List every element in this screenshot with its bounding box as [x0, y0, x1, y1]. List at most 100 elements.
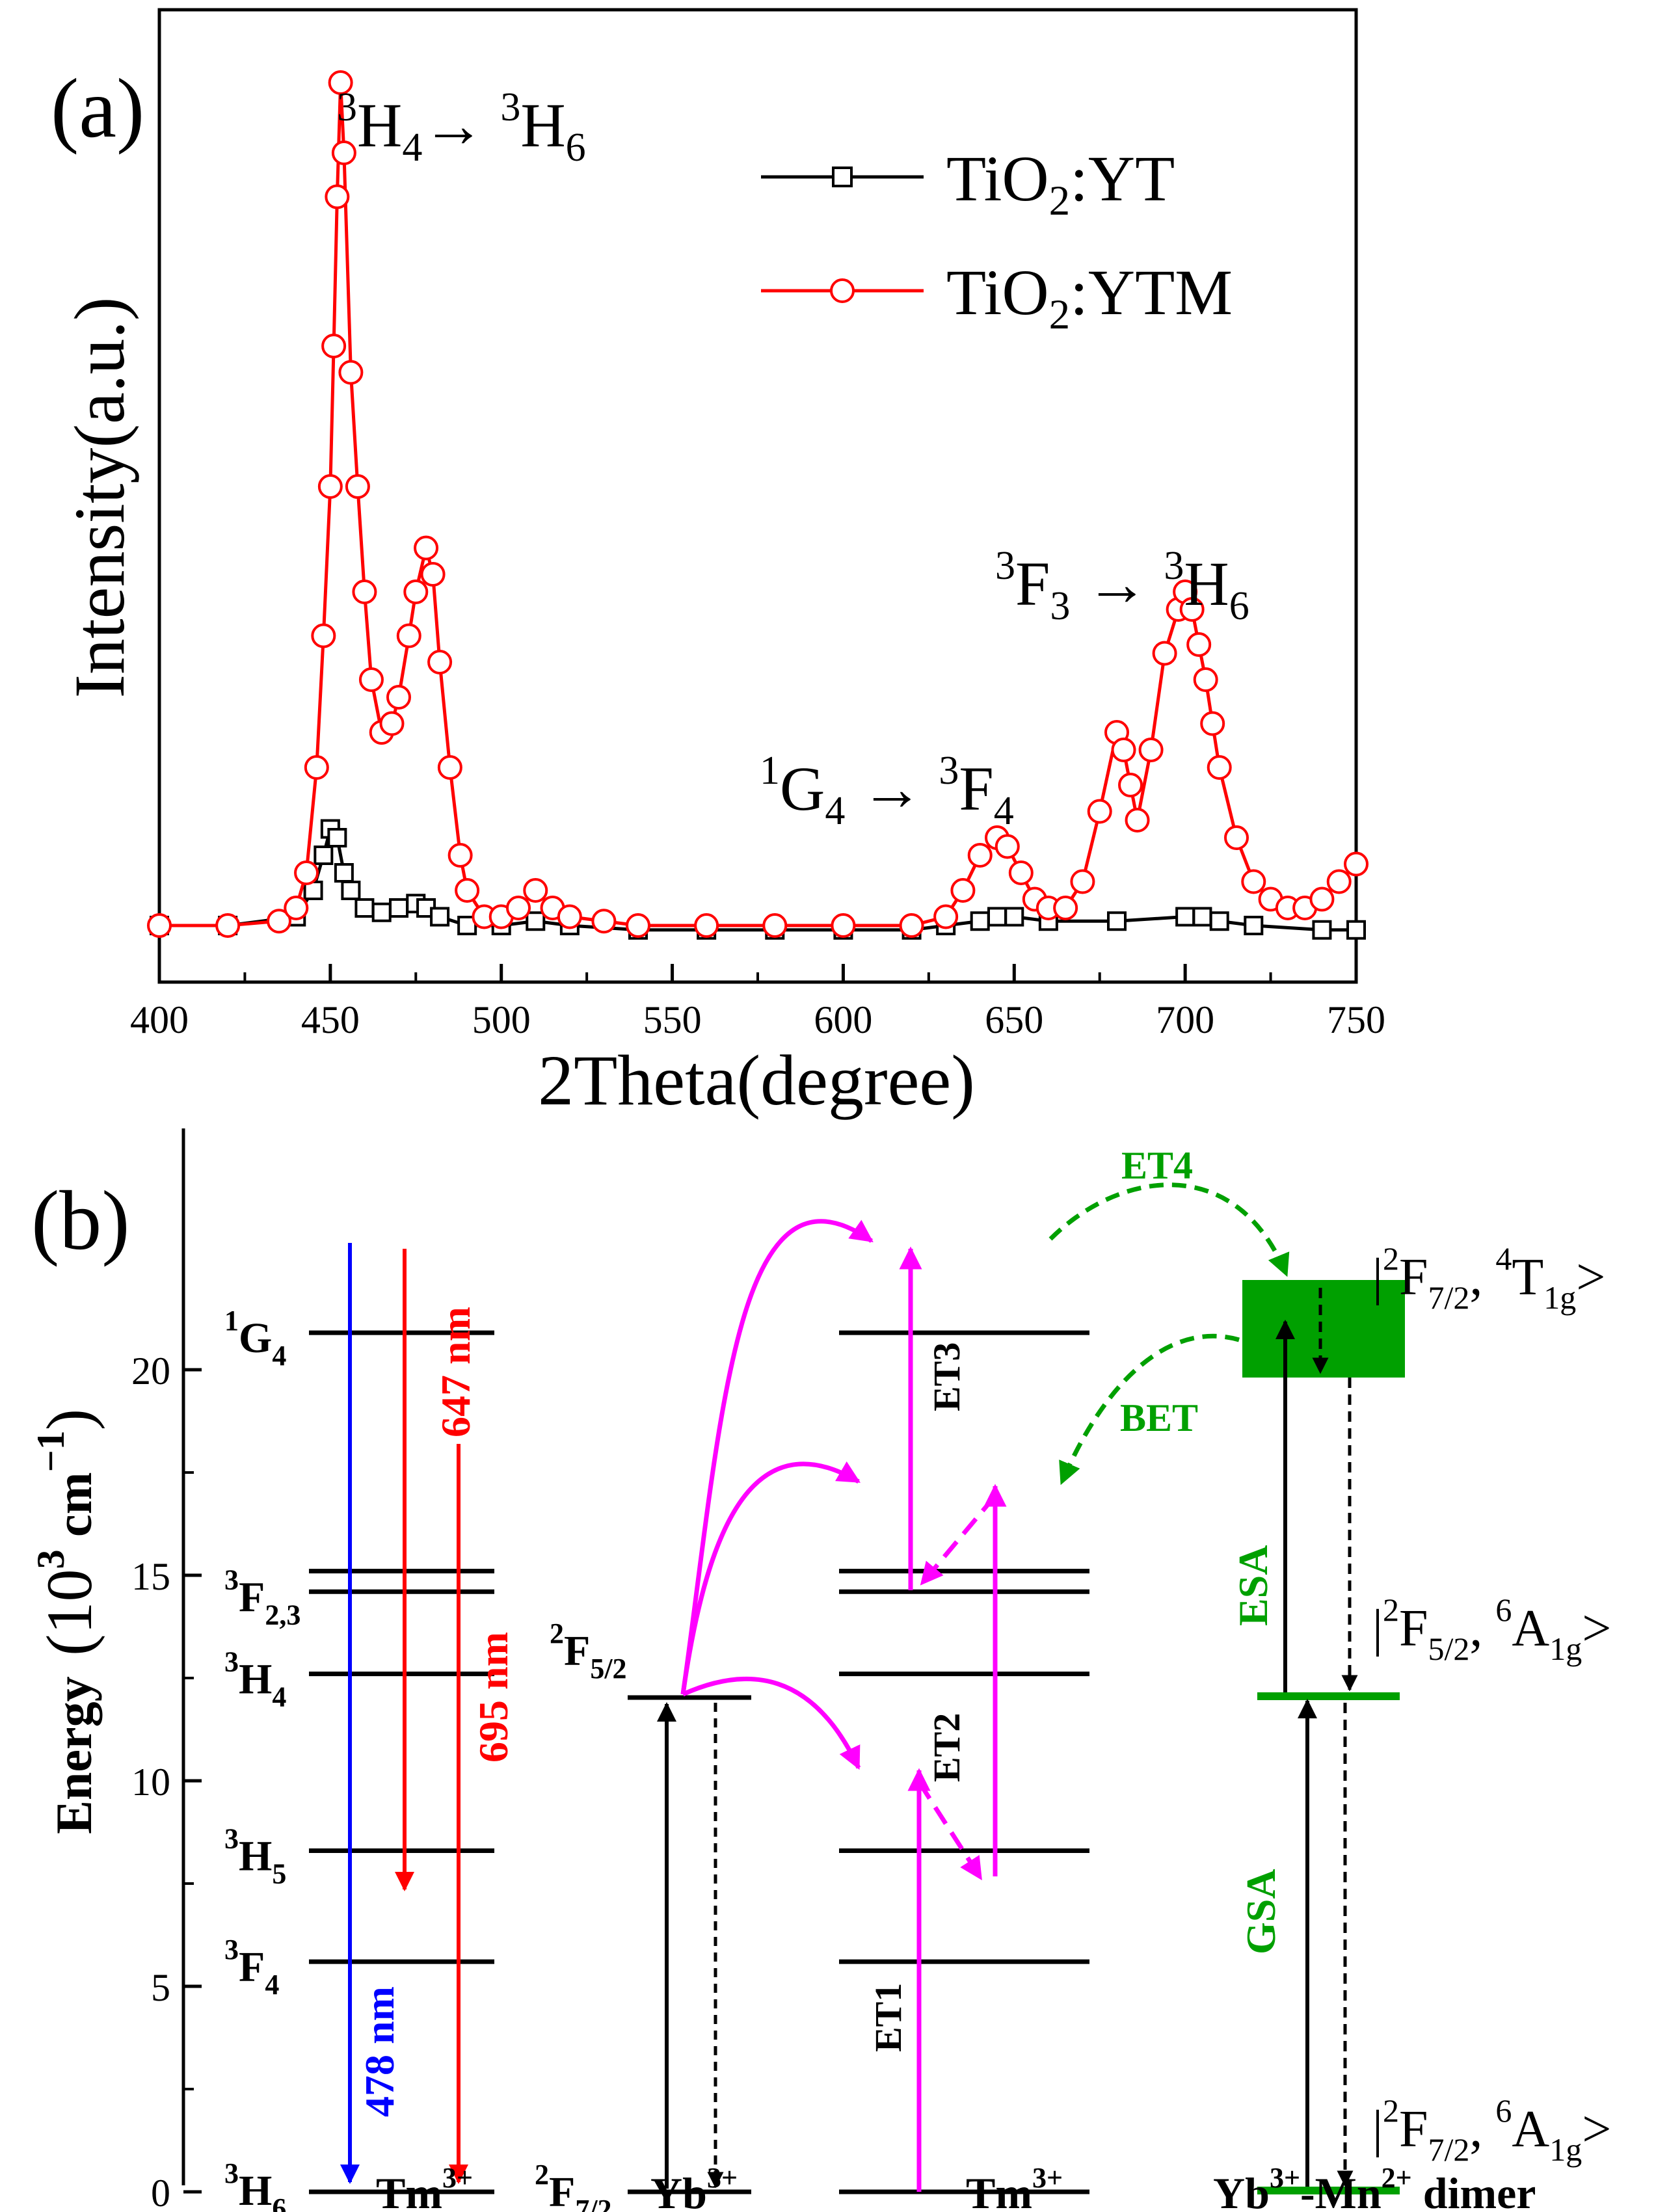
tm-level-label-2: 3H5 — [224, 1822, 286, 1889]
data-point-yt — [987, 907, 1007, 927]
tm-level-label-4: 3F2,3 — [224, 1564, 300, 1631]
column-label-yb: Yb3+ — [650, 2162, 738, 2212]
tm-level-label-1: 3F4 — [224, 1934, 279, 2001]
data-point-ytm — [1118, 773, 1143, 797]
data-point-ytm — [762, 913, 788, 938]
data-point-yt — [1209, 911, 1229, 931]
data-point-ytm — [414, 535, 439, 561]
series-line-1 — [159, 82, 1357, 927]
panel-a-label: (a) — [51, 62, 144, 155]
column-label-tm-right: Tm3+ — [966, 2162, 1063, 2212]
data-point-ytm — [1138, 738, 1164, 762]
et3-label: ET3 — [926, 1342, 968, 1411]
data-point-ytm — [694, 913, 719, 938]
annotation-3h4-3h6: 3H4→ 3H6 — [337, 85, 586, 170]
data-point-ytm — [321, 334, 347, 358]
panel-b: (b) 0 5 10 15 20 Energy (103 cm−1) 3H6 3F4 3H5… — [29, 1128, 1611, 2212]
data-point-ytm — [345, 474, 370, 499]
x-tick-label-600: 600 — [814, 998, 872, 1041]
data-point-yt — [526, 911, 546, 931]
annotation-3f3-3h6: 3F3 → 3H6 — [995, 544, 1249, 628]
data-point-yt — [314, 846, 334, 865]
emission-label-478: 478 nm — [356, 1986, 403, 2117]
tm-right-levels — [839, 1330, 1089, 2194]
data-point-yt — [1107, 911, 1127, 931]
data-point-ytm — [352, 580, 377, 604]
data-point-yt — [1312, 920, 1332, 940]
legend-label-yt: TiO2:YT — [946, 142, 1175, 224]
data-point-ytm — [420, 562, 446, 587]
data-point-ytm — [1070, 869, 1095, 894]
panel-b-label: (b) — [31, 1174, 130, 1268]
data-point-ytm — [1207, 755, 1232, 780]
tm-left-level-labels: 3H6 3F4 3H5 3H4 3F2,3 1G4 — [224, 1305, 300, 2212]
data-point-yt — [970, 911, 990, 931]
data-point-ytm — [358, 667, 384, 692]
energy-tick-label-20: 20 — [131, 1350, 170, 1392]
esa-label: ESA — [1230, 1545, 1276, 1627]
legend-marker-square — [832, 167, 853, 187]
data-point-ytm — [995, 834, 1020, 859]
transfer-curve-to-3f23 — [680, 1461, 861, 1695]
data-point-ytm — [403, 580, 429, 604]
data-point-ytm — [1241, 869, 1266, 894]
data-point-ytm — [1125, 808, 1150, 833]
data-point-ytm — [215, 913, 241, 938]
data-point-ytm — [950, 878, 976, 903]
data-point-ytm — [437, 755, 462, 780]
data-point-yt — [1175, 907, 1195, 927]
data-point-ytm — [317, 474, 343, 499]
column-label-dimer: Yb3+-Mn2+ dimer — [1213, 2162, 1536, 2212]
et2-relax-arrow — [920, 1494, 997, 1586]
gsa-label: GSA — [1238, 1869, 1284, 1954]
dimer-state-label-1: |2F5/2, 6A1g> — [1372, 1592, 1611, 1667]
et1-relax-arrow — [917, 1781, 983, 1880]
x-tick-label-750: 750 — [1327, 998, 1385, 1041]
data-point-ytm — [967, 843, 993, 868]
dimer-state-label-0: |2F7/2, 4T1g> — [1372, 1240, 1605, 1316]
data-point-ytm — [626, 913, 650, 938]
column-label-tm-left: Tm3+ — [376, 2162, 473, 2212]
data-point-ytm — [1111, 738, 1136, 762]
data-point-ytm — [591, 909, 617, 934]
data-point-ytm — [1152, 641, 1177, 666]
dimer-state-labels: |2F7/2, 4T1g> |2F5/2, 6A1g> |2F7/2, 6A1g> — [1372, 1240, 1611, 2168]
data-point-ytm — [455, 878, 480, 903]
plot-a-series — [147, 70, 1369, 940]
et4-arrow — [1048, 1182, 1290, 1277]
data-point-ytm — [386, 685, 411, 710]
emission-label-695: 695 nm — [470, 1632, 516, 1763]
data-point-ytm — [1008, 860, 1034, 885]
emission-label-647: 647 nm — [433, 1307, 479, 1437]
et2-label: ET2 — [926, 1713, 968, 1782]
tm-left-levels — [309, 1330, 494, 2194]
data-point-yt — [1192, 907, 1212, 927]
et4-label: ET4 — [1121, 1144, 1193, 1187]
x-tick-label-450: 450 — [301, 998, 360, 1041]
data-point-ytm — [557, 904, 582, 929]
data-point-ytm — [1224, 825, 1249, 850]
legend: TiO2:YT TiO2:YTM — [761, 142, 1233, 338]
tm-level-label-0: 3H6 — [224, 2157, 286, 2212]
data-point-ytm — [1087, 799, 1112, 824]
x-axis-ticks: 400 450 500 550 600 650 700 750 — [130, 964, 1385, 1041]
et1-label: ET1 — [867, 1983, 909, 2052]
data-point-yt — [1004, 907, 1024, 927]
data-point-yt — [327, 828, 347, 847]
data-point-ytm — [1344, 851, 1369, 877]
data-point-ytm — [284, 896, 309, 920]
data-point-ytm — [1200, 711, 1225, 736]
data-point-ytm — [933, 904, 959, 929]
x-tick-label-400: 400 — [130, 998, 189, 1041]
data-point-ytm — [331, 140, 356, 165]
data-point-yt — [354, 898, 375, 918]
data-point-ytm — [1193, 667, 1218, 692]
x-tick-label-650: 650 — [985, 998, 1043, 1041]
data-point-ytm — [1179, 597, 1205, 622]
data-point-ytm — [831, 913, 856, 938]
energy-tick-label-15: 15 — [131, 1555, 170, 1598]
data-point-ytm — [506, 896, 531, 920]
bet-label: BET — [1120, 1396, 1198, 1439]
legend-marker-circle — [830, 278, 855, 303]
